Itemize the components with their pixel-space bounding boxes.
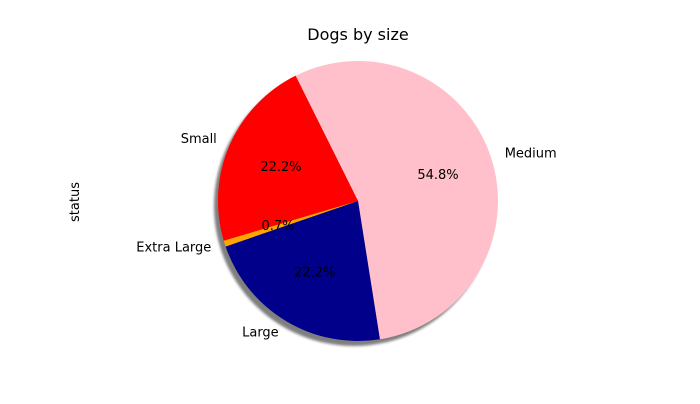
y-axis-label: status (68, 182, 83, 222)
slice-label-small: Small (181, 132, 217, 147)
slice-percent-small: 22.2% (260, 160, 301, 175)
pie-slice-extra-large (223, 201, 358, 247)
slice-label-large: Large (242, 326, 279, 341)
slice-percent-large: 22.2% (294, 266, 335, 281)
slice-percent-medium: 54.8% (417, 168, 458, 183)
pie-slice-small (217, 75, 358, 241)
pie-slice-large (225, 201, 380, 342)
slice-percent-extra-large: 0.7% (261, 219, 294, 234)
pie-slice-medium (295, 61, 498, 340)
pie-labels: Medium 54.8% Small 22.2% Extra Large 0.7% Larg… (136, 132, 556, 341)
pie-slices (217, 61, 498, 342)
slice-label-medium: Medium (505, 147, 557, 162)
chart-title: Dogs by size (307, 25, 408, 44)
slice-label-extra-large: Extra Large (136, 240, 211, 255)
